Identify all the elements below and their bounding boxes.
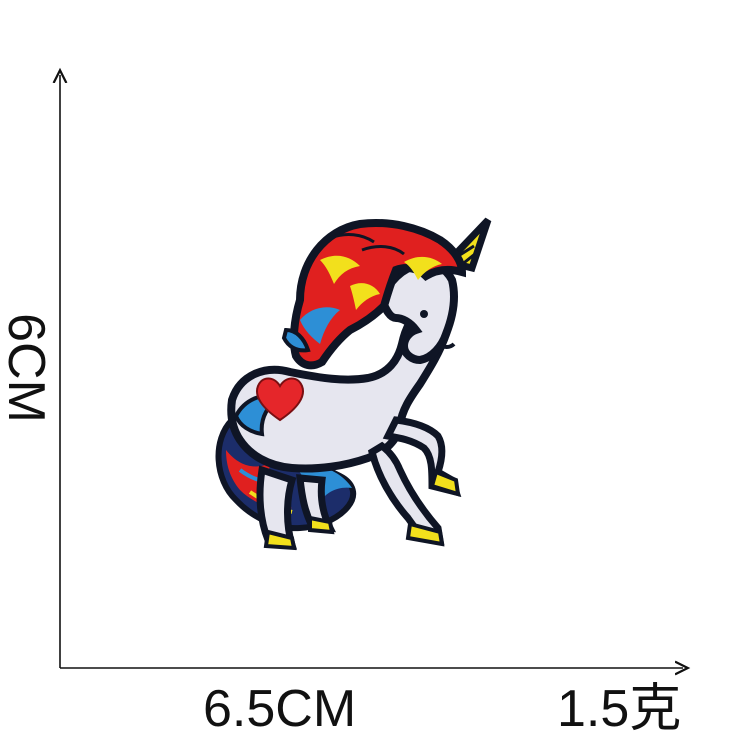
weight-label: 1.5克 — [557, 680, 682, 738]
height-dimension-label: 6CM — [0, 313, 55, 423]
unicorn-patch-image — [215, 217, 492, 551]
heart-icon — [256, 377, 304, 422]
width-dimension-label: 6.5CM — [203, 680, 357, 738]
